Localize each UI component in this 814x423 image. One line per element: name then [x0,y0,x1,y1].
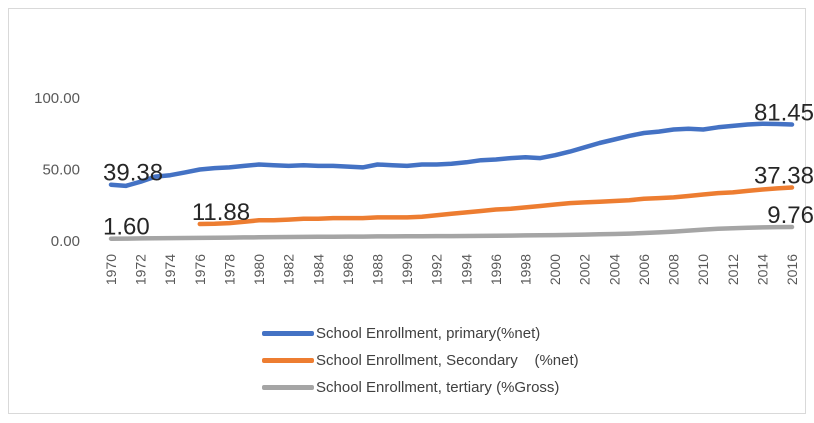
series-line-2 [108,224,795,241]
x-tick-label: 1988 [369,254,385,285]
y-axis: 0.00 50.00 100.00 [34,90,80,250]
data-label: 9.76 [767,202,814,229]
x-tick-label: 2014 [754,254,770,285]
data-label: 11.88 [192,199,250,226]
legend-swatch-primary [262,331,314,336]
data-label: 39.38 [103,160,163,187]
legend-item-primary: School Enrollment, primary(%net) [262,320,579,347]
legend-label-secondary: School Enrollment, Secondary (%net) [316,352,579,369]
data-label: 37.38 [754,163,814,190]
legend-item-secondary: School Enrollment, Secondary (%net) [262,347,579,374]
x-tick-label: 1980 [251,254,267,285]
x-tick-label: 1994 [458,254,474,285]
x-tick-label: 1978 [221,254,237,285]
x-tick-label: 1996 [488,254,504,285]
x-tick-label: 1970 [103,254,119,285]
x-tick-label: 1992 [429,254,445,285]
legend-swatch-secondary [262,358,314,363]
data-label: 1.60 [103,214,150,241]
x-tick-label: 1990 [399,254,415,285]
series-line-1 [197,185,795,227]
x-tick-label: 2016 [784,254,800,285]
series-line-0 [108,121,795,189]
series-lines [108,121,795,241]
x-tick-label: 2012 [725,254,741,285]
legend-swatch-tertiary [262,385,314,390]
x-tick-label: 1998 [518,254,534,285]
y-tick-label: 100.00 [34,90,80,107]
x-tick-label: 1982 [281,254,297,285]
x-tick-label: 1984 [310,254,326,285]
x-tick-label: 2006 [636,254,652,285]
x-tick-label: 1972 [133,254,149,285]
x-tick-label: 1974 [162,254,178,285]
y-tick-label: 0.00 [51,233,80,250]
x-tick-label: 1986 [340,254,356,285]
y-tick-label: 50.00 [42,162,80,179]
data-labels: 39.38 81.45 11.88 37.38 1.60 9.76 [103,100,814,241]
legend: School Enrollment, primary(%net) School … [262,320,579,401]
x-tick-label: 2002 [577,254,593,285]
x-tick-label: 2000 [547,254,563,285]
chart-frame [8,8,806,414]
legend-label-tertiary: School Enrollment, tertiary (%Gross) [316,379,560,396]
x-axis: 1970 1972 1974 1976 1978 1980 1982 1984 1986 1988… [103,254,800,285]
x-tick-label: 1976 [192,254,208,285]
data-label: 81.45 [754,100,814,127]
x-tick-label: 2004 [606,254,622,285]
x-tick-label: 2008 [666,254,682,285]
x-tick-label: 2010 [695,254,711,285]
legend-label-primary: School Enrollment, primary(%net) [316,325,541,342]
legend-item-tertiary: School Enrollment, tertiary (%Gross) [262,374,579,401]
